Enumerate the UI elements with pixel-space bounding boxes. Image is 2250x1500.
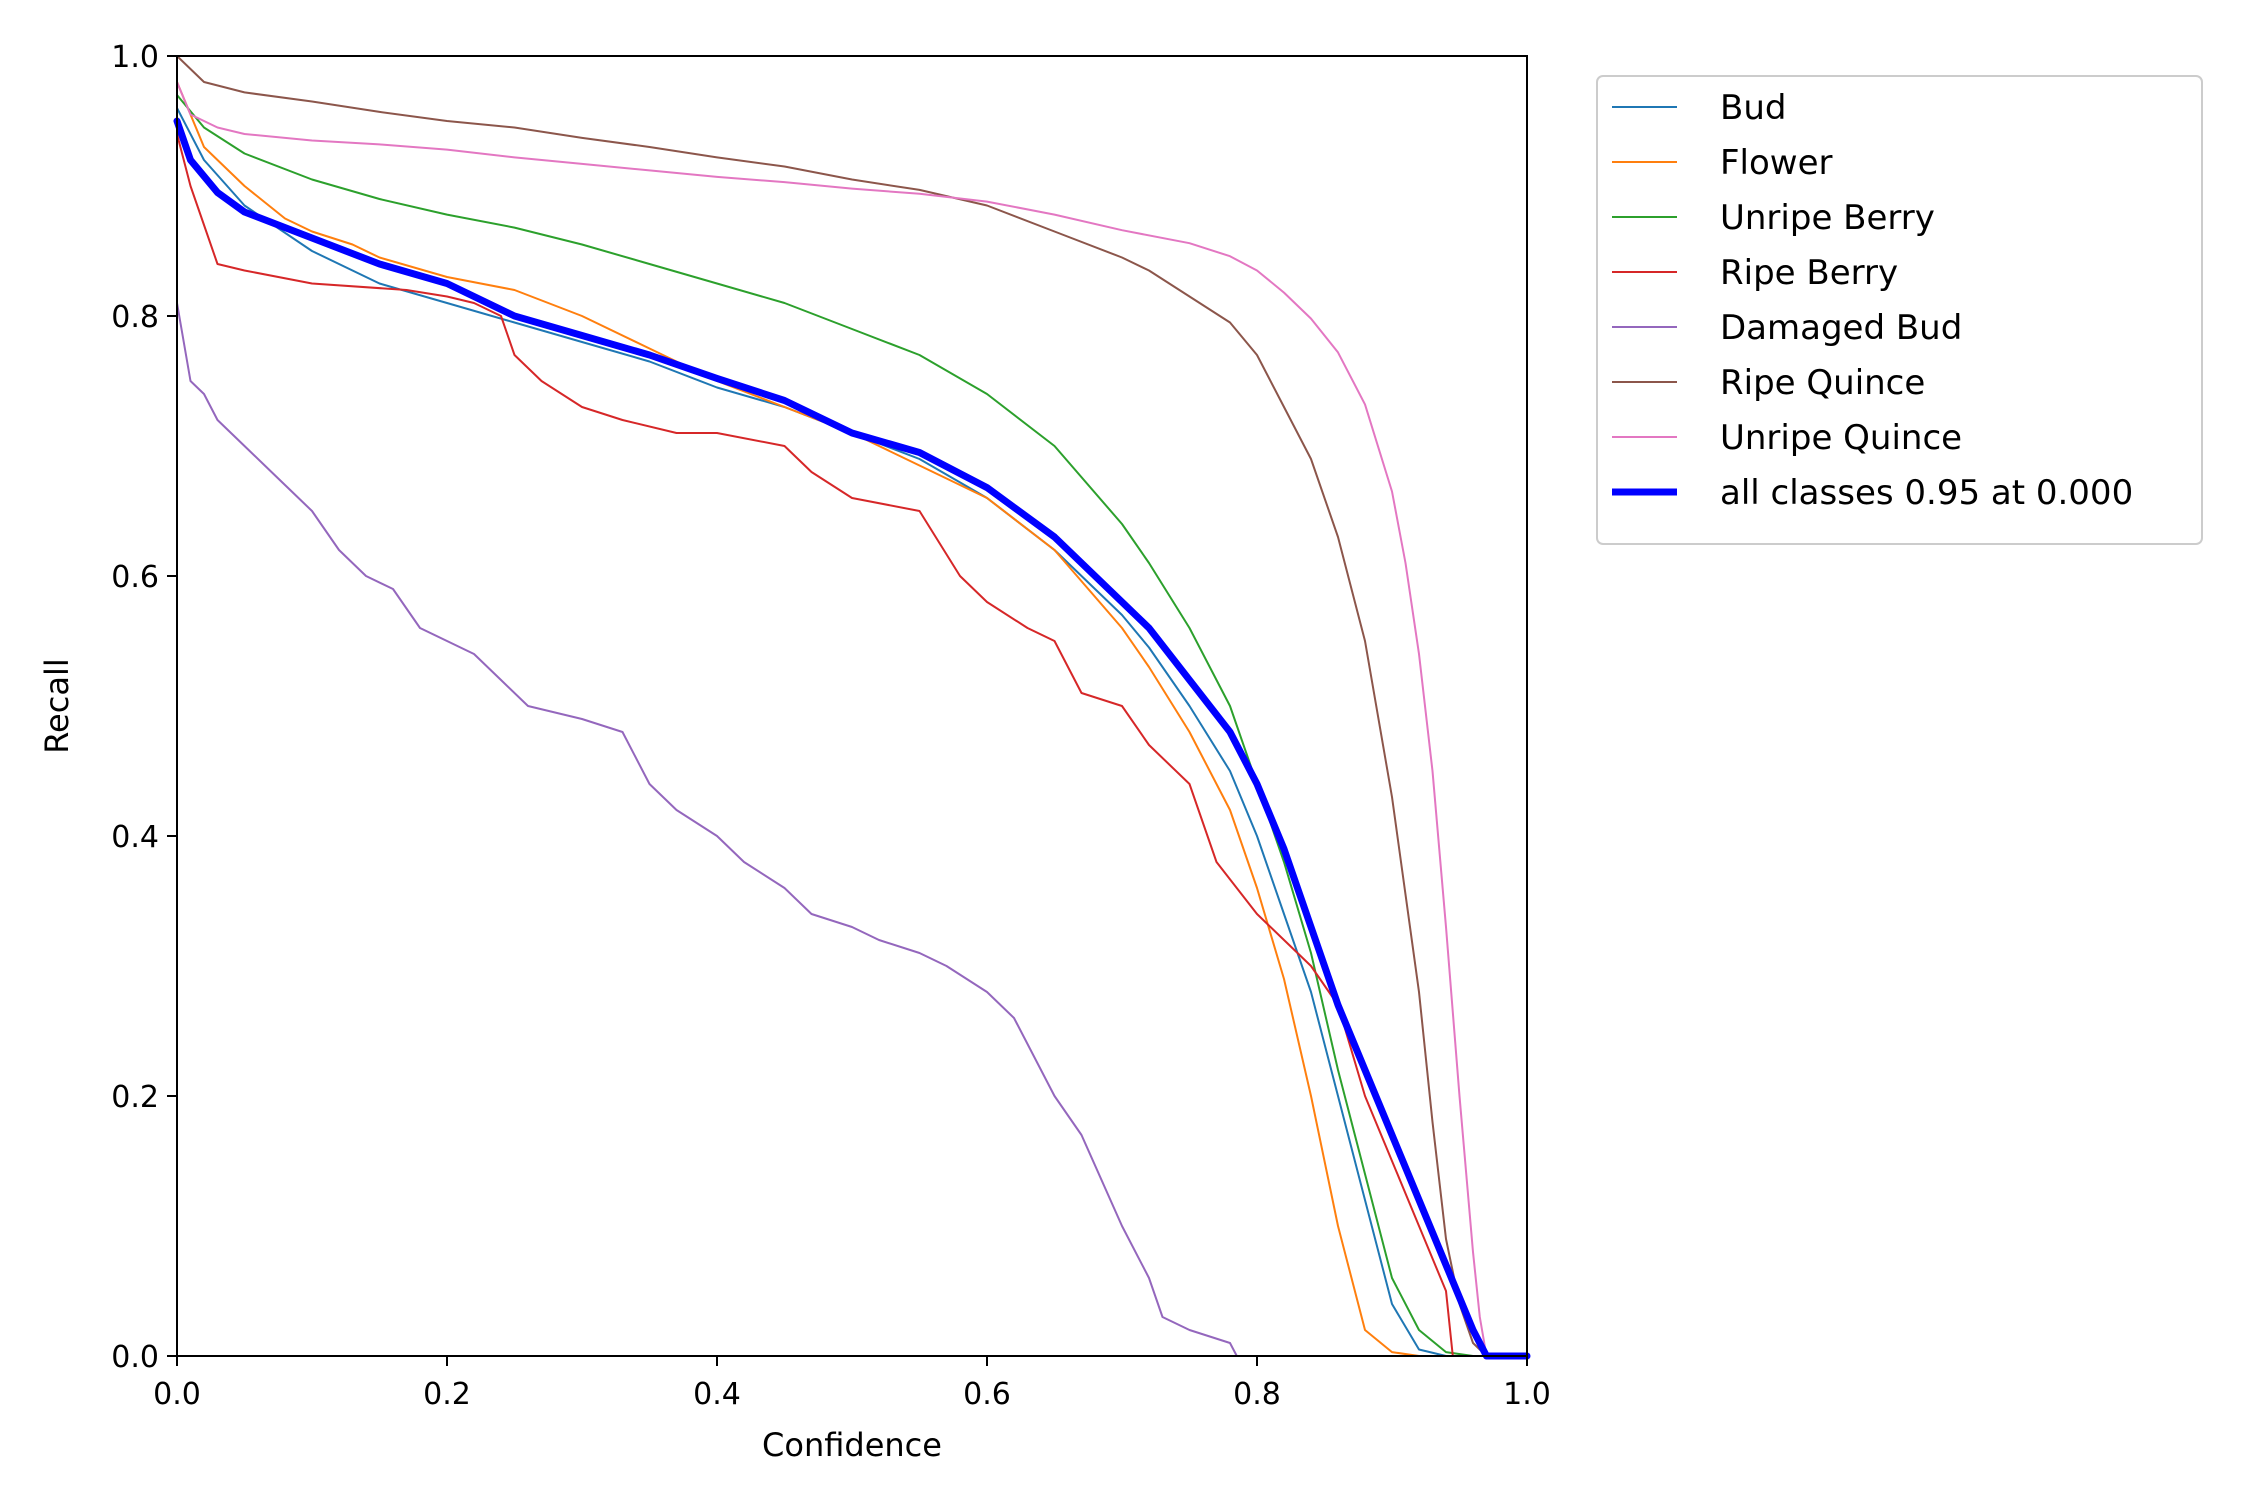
series-line-damaged-bud — [176, 302, 1528, 1357]
series-line-unripe-quince — [176, 81, 1528, 1357]
x-tick-label: 0.2 — [423, 1377, 471, 1412]
series-line-ripe-berry — [176, 133, 1528, 1357]
x-tick-label: 0.4 — [693, 1377, 741, 1412]
legend-label: Flower — [1720, 143, 1833, 183]
legend-label: Ripe Quince — [1720, 363, 1925, 403]
series-line-flower — [176, 81, 1528, 1357]
plot-lines — [173, 55, 1531, 1360]
series-line-ripe-quince — [176, 55, 1528, 1357]
legend-label: all classes 0.95 at 0.000 — [1720, 473, 2133, 513]
y-tick-label: 0.6 — [111, 560, 159, 595]
y-axis-title: Recall — [38, 658, 76, 753]
legend-label: Ripe Berry — [1720, 253, 1898, 293]
x-tick-label: 1.0 — [1503, 1377, 1551, 1412]
y-tick-label: 0.0 — [111, 1340, 159, 1375]
series-line-unripe-berry — [176, 94, 1528, 1357]
y-tick-label: 0.4 — [111, 820, 159, 855]
y-tick-label: 0.2 — [111, 1080, 159, 1115]
legend-frame — [1596, 75, 2203, 545]
y-axis: 0.0 0.2 0.4 0.6 0.8 1.0 — [111, 40, 177, 1375]
legend-label: Damaged Bud — [1720, 308, 1962, 348]
plot-frame — [176, 55, 1528, 1357]
x-tick-label: 0.8 — [1233, 1377, 1281, 1412]
y-tick-label: 0.8 — [111, 300, 159, 335]
legend-label: Unripe Quince — [1720, 418, 1962, 458]
x-tick-label: 0.0 — [153, 1377, 201, 1412]
series-line-bud — [176, 107, 1528, 1357]
legend-label: Unripe Berry — [1720, 198, 1935, 238]
x-tick-label: 0.6 — [963, 1377, 1011, 1412]
x-axis: 0.0 0.2 0.4 0.6 0.8 1.0 — [153, 1356, 1551, 1412]
x-axis-title: Confidence — [762, 1426, 942, 1464]
y-tick-label: 1.0 — [111, 40, 159, 75]
series-line-all-classes-0-95-at-0-000 — [173, 117, 1531, 1360]
legend: Bud Flower Unripe Berry Ripe Berry Damaged B… — [1596, 75, 2203, 545]
legend-label: Bud — [1720, 88, 1786, 128]
